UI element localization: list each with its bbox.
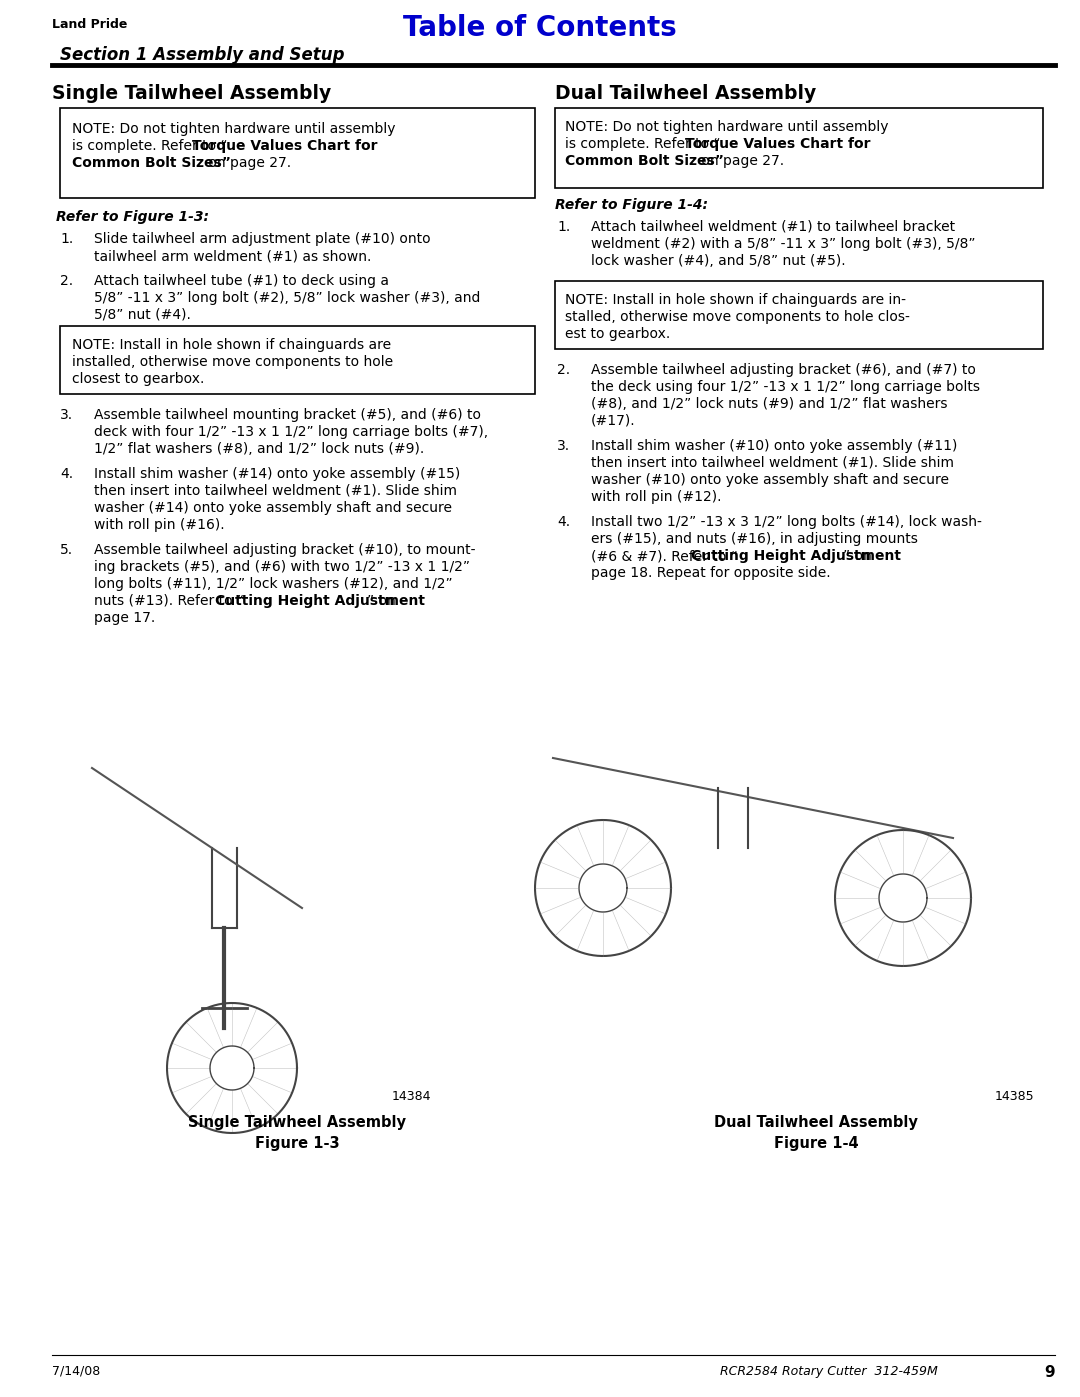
Text: Attach tailwheel tube (#1) to deck using a: Attach tailwheel tube (#1) to deck using… (94, 274, 389, 288)
Text: on page 27.: on page 27. (204, 156, 292, 170)
Text: NOTE: Install in hole shown if chainguards are in-: NOTE: Install in hole shown if chainguar… (565, 293, 906, 307)
Text: Refer to Figure 1-3:: Refer to Figure 1-3: (56, 210, 210, 224)
Text: Dual Tailwheel Assembly: Dual Tailwheel Assembly (555, 84, 816, 103)
Text: ” on: ” on (843, 549, 872, 563)
Text: Refer to Figure 1-4:: Refer to Figure 1-4: (555, 198, 708, 212)
Text: 5.: 5. (60, 543, 73, 557)
Text: 4.: 4. (60, 467, 73, 481)
Bar (555, 281, 1043, 349)
Text: deck with four 1/2” -13 x 1 1/2” long carriage bolts (#7),: deck with four 1/2” -13 x 1 1/2” long ca… (94, 425, 488, 439)
Text: Table of Contents: Table of Contents (403, 14, 677, 42)
Text: then insert into tailwheel weldment (#1). Slide shim: then insert into tailwheel weldment (#1)… (94, 483, 457, 497)
Text: Section 1 Assembly and Setup: Section 1 Assembly and Setup (60, 46, 345, 64)
Text: Common Bolt Sizes”: Common Bolt Sizes” (565, 154, 724, 168)
Text: is complete. Refer to “: is complete. Refer to “ (72, 138, 228, 154)
Text: Install shim washer (#14) onto yoke assembly (#15): Install shim washer (#14) onto yoke asse… (94, 467, 460, 481)
Text: RCR2584 Rotary Cutter  312-459M: RCR2584 Rotary Cutter 312-459M (720, 1365, 937, 1377)
Text: long bolts (#11), 1/2” lock washers (#12), and 1/2”: long bolts (#11), 1/2” lock washers (#12… (94, 577, 453, 591)
Text: (#17).: (#17). (591, 414, 636, 427)
Text: 1.: 1. (60, 232, 73, 246)
Text: 7/14/08: 7/14/08 (52, 1365, 100, 1377)
Bar (60, 326, 535, 394)
Text: then insert into tailwheel weldment (#1). Slide shim: then insert into tailwheel weldment (#1)… (591, 455, 954, 469)
Text: closest to gearbox.: closest to gearbox. (72, 372, 204, 386)
Bar (60, 108, 535, 198)
Text: with roll pin (#16).: with roll pin (#16). (94, 518, 225, 532)
Text: nuts (#13). Refer to “: nuts (#13). Refer to “ (94, 594, 244, 608)
Text: the deck using four 1/2” -13 x 1 1/2” long carriage bolts: the deck using four 1/2” -13 x 1 1/2” lo… (591, 380, 980, 394)
Text: Attach tailwheel weldment (#1) to tailwheel bracket: Attach tailwheel weldment (#1) to tailwh… (591, 219, 955, 235)
Text: Assemble tailwheel adjusting bracket (#10), to mount-: Assemble tailwheel adjusting bracket (#1… (94, 543, 475, 557)
Text: 1/2” flat washers (#8), and 1/2” lock nuts (#9).: 1/2” flat washers (#8), and 1/2” lock nu… (94, 441, 424, 455)
Text: 5/8” -11 x 3” long bolt (#2), 5/8” lock washer (#3), and: 5/8” -11 x 3” long bolt (#2), 5/8” lock … (94, 291, 481, 305)
Text: Slide tailwheel arm adjustment plate (#10) onto: Slide tailwheel arm adjustment plate (#1… (94, 232, 431, 246)
Text: weldment (#2) with a 5/8” -11 x 3” long bolt (#3), 5/8”: weldment (#2) with a 5/8” -11 x 3” long … (591, 237, 975, 251)
Text: NOTE: Install in hole shown if chainguards are: NOTE: Install in hole shown if chainguar… (72, 338, 391, 352)
Text: page 18. Repeat for opposite side.: page 18. Repeat for opposite side. (591, 566, 831, 580)
Text: 9: 9 (1044, 1365, 1055, 1380)
Text: est to gearbox.: est to gearbox. (565, 327, 671, 341)
Text: Common Bolt Sizes”: Common Bolt Sizes” (72, 156, 231, 170)
Text: (#6 & #7). Refer to “: (#6 & #7). Refer to “ (591, 549, 738, 563)
Text: 2.: 2. (557, 363, 570, 377)
Text: Cutting Height Adjustment: Cutting Height Adjustment (691, 549, 901, 563)
Text: with roll pin (#12).: with roll pin (#12). (591, 490, 721, 504)
Text: page 17.: page 17. (94, 610, 156, 624)
Text: Torque Values Chart for: Torque Values Chart for (685, 137, 870, 151)
Bar (555, 108, 1043, 189)
Text: Install shim washer (#10) onto yoke assembly (#11): Install shim washer (#10) onto yoke asse… (591, 439, 957, 453)
Text: 14385: 14385 (995, 1090, 1035, 1104)
Text: ” on: ” on (367, 594, 395, 608)
Text: 3.: 3. (60, 408, 73, 422)
Text: 14384: 14384 (392, 1090, 432, 1104)
Text: 2.: 2. (60, 274, 73, 288)
Text: NOTE: Do not tighten hardware until assembly: NOTE: Do not tighten hardware until asse… (565, 120, 889, 134)
Text: stalled, otherwise move components to hole clos-: stalled, otherwise move components to ho… (565, 310, 909, 324)
Text: lock washer (#4), and 5/8” nut (#5).: lock washer (#4), and 5/8” nut (#5). (591, 254, 846, 268)
Text: 5/8” nut (#4).: 5/8” nut (#4). (94, 307, 191, 321)
Text: Torque Values Chart for: Torque Values Chart for (192, 138, 378, 154)
Text: Assemble tailwheel adjusting bracket (#6), and (#7) to: Assemble tailwheel adjusting bracket (#6… (591, 363, 976, 377)
Text: washer (#14) onto yoke assembly shaft and secure: washer (#14) onto yoke assembly shaft an… (94, 502, 453, 515)
Text: ers (#15), and nuts (#16), in adjusting mounts: ers (#15), and nuts (#16), in adjusting … (591, 532, 918, 546)
Text: washer (#10) onto yoke assembly shaft and secure: washer (#10) onto yoke assembly shaft an… (591, 474, 949, 488)
Text: Cutting Height Adjustment: Cutting Height Adjustment (215, 594, 426, 608)
Text: on page 27.: on page 27. (697, 154, 784, 168)
Text: tailwheel arm weldment (#1) as shown.: tailwheel arm weldment (#1) as shown. (94, 249, 372, 263)
Text: 1.: 1. (557, 219, 570, 235)
Text: NOTE: Do not tighten hardware until assembly: NOTE: Do not tighten hardware until asse… (72, 122, 395, 136)
Text: Install two 1/2” -13 x 3 1/2” long bolts (#14), lock wash-: Install two 1/2” -13 x 3 1/2” long bolts… (591, 515, 982, 529)
Text: (#8), and 1/2” lock nuts (#9) and 1/2” flat washers: (#8), and 1/2” lock nuts (#9) and 1/2” f… (591, 397, 947, 411)
Text: Dual Tailwheel Assembly
Figure 1-4: Dual Tailwheel Assembly Figure 1-4 (714, 1115, 918, 1151)
Text: is complete. Refer to “: is complete. Refer to “ (565, 137, 720, 151)
Text: Assemble tailwheel mounting bracket (#5), and (#6) to: Assemble tailwheel mounting bracket (#5)… (94, 408, 481, 422)
Text: 4.: 4. (557, 515, 570, 529)
Text: Single Tailwheel Assembly: Single Tailwheel Assembly (52, 84, 332, 103)
Text: Single Tailwheel Assembly
Figure 1-3: Single Tailwheel Assembly Figure 1-3 (188, 1115, 406, 1151)
Text: 3.: 3. (557, 439, 570, 453)
Text: installed, otherwise move components to hole: installed, otherwise move components to … (72, 355, 393, 369)
Text: Land Pride: Land Pride (52, 18, 127, 31)
Text: ing brackets (#5), and (#6) with two 1/2” -13 x 1 1/2”: ing brackets (#5), and (#6) with two 1/2… (94, 560, 470, 574)
